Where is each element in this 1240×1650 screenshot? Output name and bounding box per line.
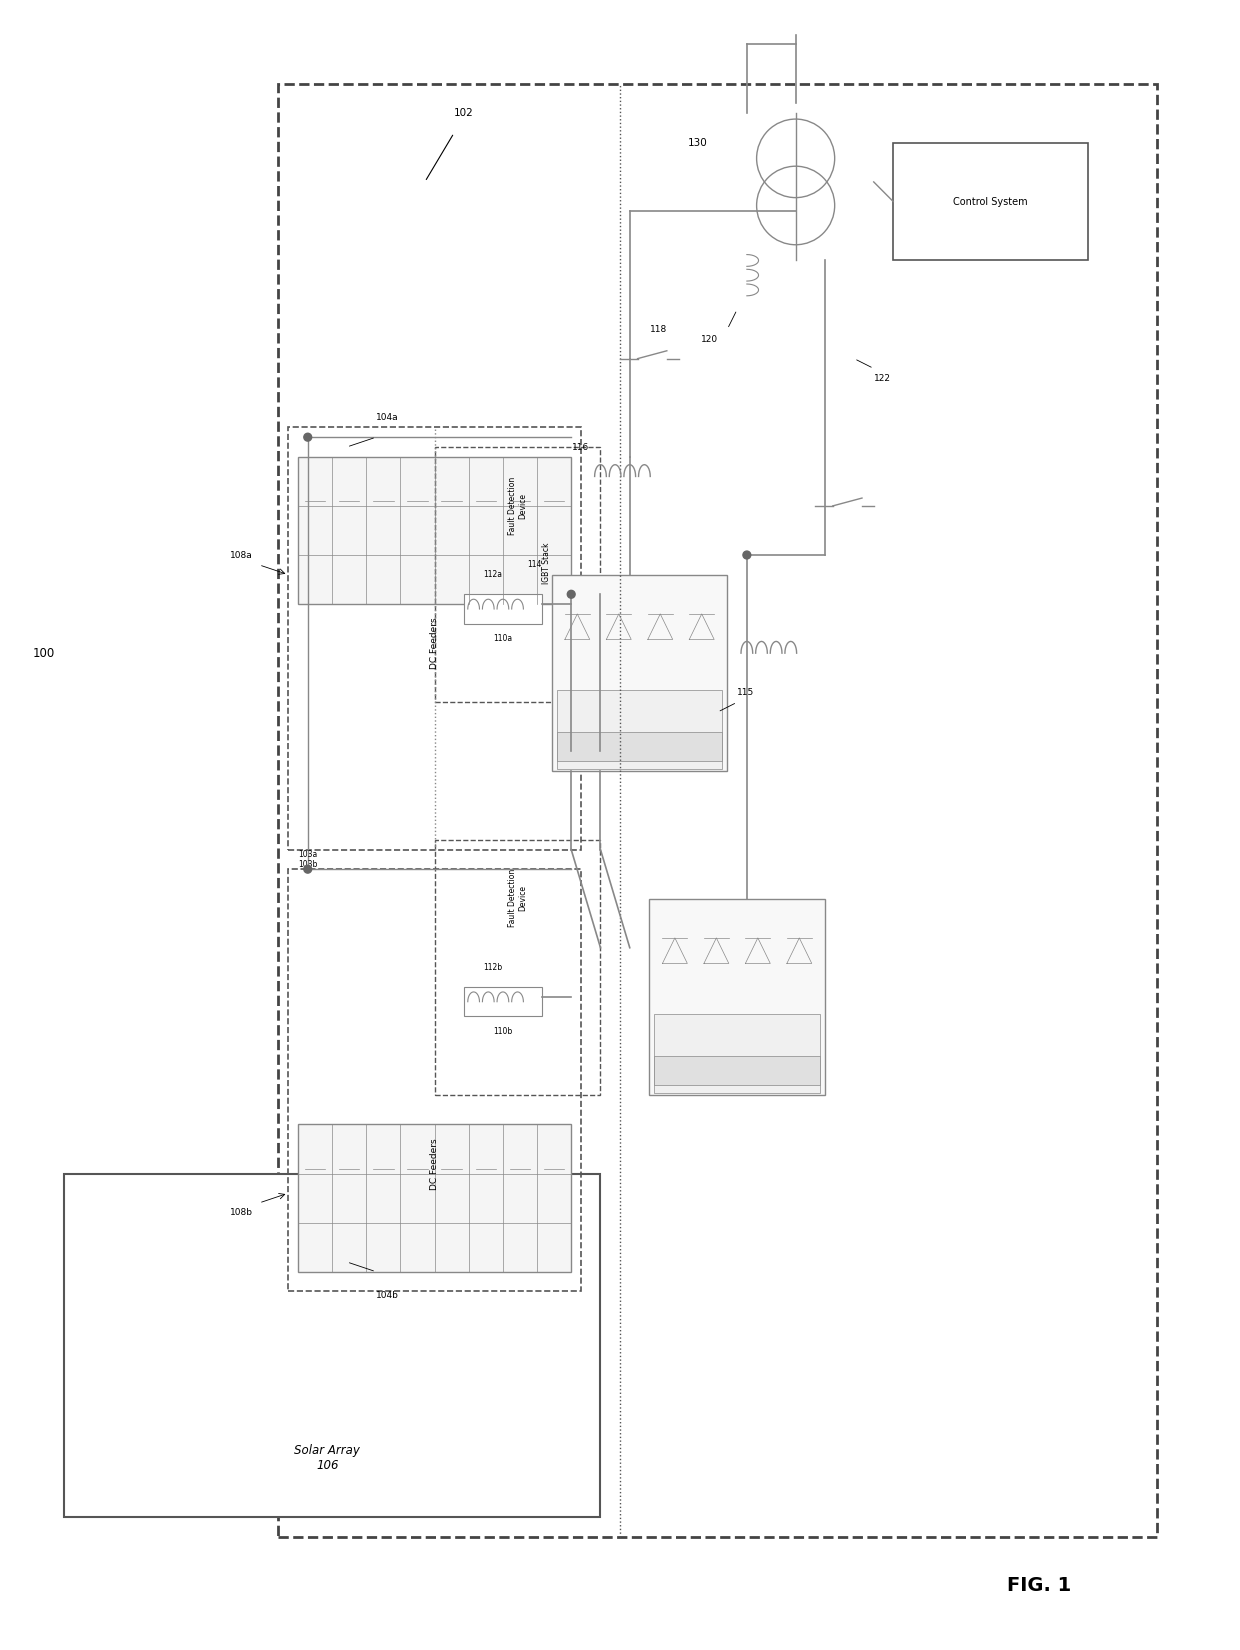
Bar: [650, 899, 825, 1096]
Text: 104a: 104a: [376, 412, 399, 422]
Circle shape: [568, 591, 575, 599]
Text: 110b: 110b: [494, 1026, 512, 1036]
Text: DC Feeders: DC Feeders: [430, 617, 439, 670]
Text: Fault Detection
Device: Fault Detection Device: [508, 870, 527, 927]
Bar: [655, 1015, 820, 1092]
Bar: [288, 870, 582, 1292]
Text: 114: 114: [527, 561, 542, 569]
Text: FIG. 1: FIG. 1: [1007, 1576, 1071, 1596]
Text: 104b: 104b: [376, 1292, 399, 1300]
Bar: [298, 457, 572, 604]
Text: 112b: 112b: [484, 964, 502, 972]
Circle shape: [743, 551, 750, 559]
Text: 120: 120: [701, 335, 718, 343]
Bar: [464, 987, 542, 1016]
Bar: [63, 1173, 600, 1518]
Text: 103a: 103a: [298, 850, 317, 858]
Text: 118: 118: [651, 325, 667, 333]
Bar: [288, 427, 582, 850]
Bar: [464, 594, 542, 624]
Bar: [298, 1124, 572, 1272]
Bar: [279, 84, 1157, 1536]
Text: Fault Detection
Device: Fault Detection Device: [508, 477, 527, 535]
Text: 110a: 110a: [494, 634, 512, 644]
Text: 122: 122: [874, 375, 890, 383]
Bar: [434, 447, 600, 703]
Text: 130: 130: [688, 137, 708, 147]
Text: 116: 116: [573, 442, 589, 452]
Text: Control System: Control System: [954, 196, 1028, 206]
Bar: [552, 574, 728, 771]
Text: 108a: 108a: [229, 551, 253, 559]
Bar: [655, 1056, 820, 1086]
Text: Solar Array
106: Solar Array 106: [294, 1444, 360, 1472]
Text: 102: 102: [454, 109, 474, 119]
Bar: [893, 142, 1089, 261]
Bar: [434, 840, 600, 1096]
Text: IGBT Stack: IGBT Stack: [542, 543, 551, 584]
Bar: [557, 731, 723, 761]
Text: DC Feeders: DC Feeders: [430, 1138, 439, 1190]
Text: 115: 115: [737, 688, 754, 696]
Text: 112a: 112a: [484, 571, 502, 579]
Circle shape: [304, 434, 311, 441]
Bar: [557, 690, 723, 769]
Text: 100: 100: [33, 647, 56, 660]
Text: 108b: 108b: [229, 1208, 253, 1218]
Text: 103b: 103b: [298, 860, 317, 870]
Circle shape: [304, 865, 311, 873]
